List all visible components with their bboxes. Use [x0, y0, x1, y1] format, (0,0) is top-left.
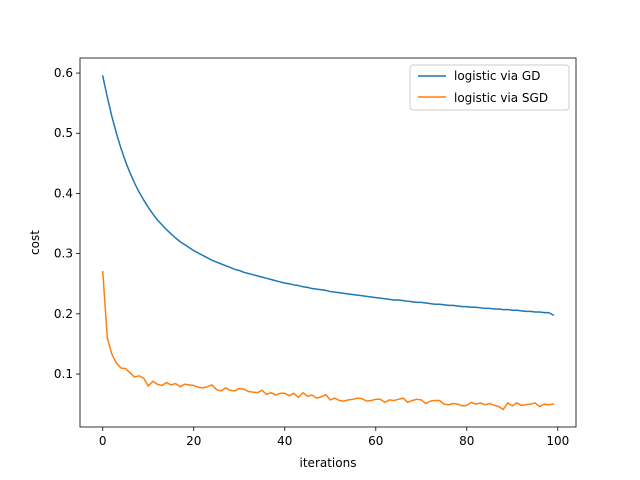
- legend: logistic via GD logistic via SGD: [409, 64, 570, 111]
- x-tick-label: 20: [186, 434, 201, 448]
- y-axis-label: cost: [28, 230, 42, 255]
- plot-area: [80, 58, 576, 427]
- x-axis-ticks: 0 20 40 60 80 100: [99, 427, 569, 448]
- y-tick-label: 0.3: [54, 247, 73, 261]
- plot-background: [80, 58, 576, 427]
- legend-label-sgd: logistic via SGD: [454, 91, 548, 105]
- legend-box: [409, 64, 570, 111]
- y-tick-label: 0.5: [54, 126, 73, 140]
- y-tick-label: 0.4: [54, 186, 73, 200]
- axes-frame: [79, 57, 577, 428]
- y-axis-ticks: 0.1 0.2 0.3 0.4 0.5 0.6: [54, 66, 80, 381]
- x-tick-label: 100: [546, 434, 569, 448]
- axes-layer: [79, 57, 577, 428]
- series-line-gd: [101, 75, 555, 317]
- x-tick-label: 0: [99, 434, 107, 448]
- y-tick-label: 0.2: [54, 307, 73, 321]
- x-tick-label: 60: [368, 434, 383, 448]
- y-tick-label: 0.6: [54, 66, 73, 80]
- legend-label-gd: logistic via GD: [454, 69, 540, 83]
- series-layer: [101, 75, 555, 411]
- y-tick-label: 0.1: [54, 367, 73, 381]
- x-tick-label: 80: [459, 434, 474, 448]
- x-tick-label: 40: [277, 434, 292, 448]
- x-axis-label: iterations: [300, 456, 357, 470]
- series-line-sgd: [101, 270, 555, 411]
